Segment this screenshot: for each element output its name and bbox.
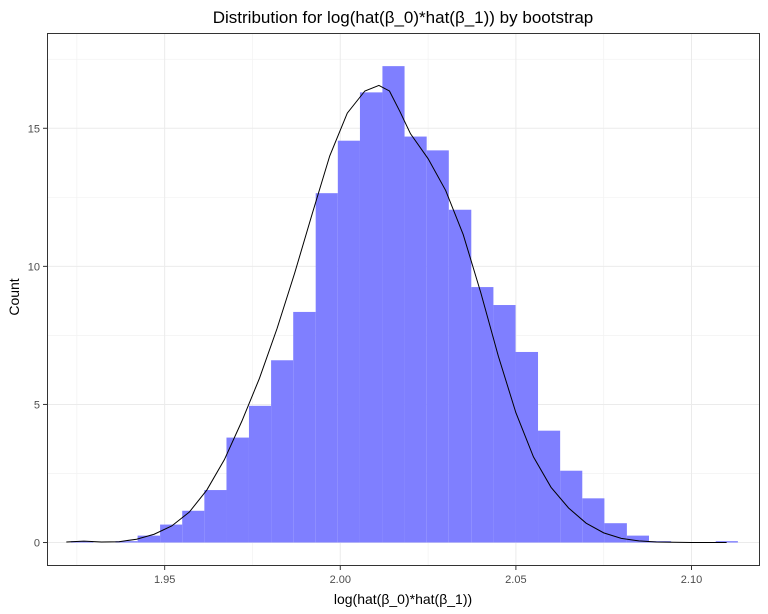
- histogram-bar: [226, 437, 249, 543]
- histogram-bars: [70, 66, 738, 543]
- panel-border: [47, 33, 760, 566]
- histogram-bar: [582, 498, 605, 543]
- histogram-bar: [315, 193, 338, 543]
- x-axis-label: log(hat(β_0)*hat(β_1)): [334, 591, 472, 607]
- y-axis-label: Count: [6, 278, 22, 315]
- histogram-bar: [715, 541, 738, 543]
- x-axis-ticks: 1.95 2.00 2.05 2.10: [154, 566, 702, 586]
- histogram-bar: [448, 209, 472, 543]
- x-tick-label: 1.95: [154, 574, 175, 586]
- x-tick-label: 2.05: [505, 574, 526, 586]
- histogram-bar: [293, 311, 316, 543]
- histogram-bar: [204, 490, 227, 543]
- density-curve: [66, 84, 727, 544]
- histogram-bar: [604, 523, 627, 543]
- histogram-bar: [626, 535, 650, 543]
- histogram-bar: [337, 140, 360, 543]
- histogram-bar: [271, 360, 294, 543]
- chart-title: Distribution for log(hat(β_0)*hat(β_1)) …: [213, 8, 594, 27]
- y-tick-label: 15: [28, 123, 40, 135]
- histogram-bar: [471, 287, 494, 543]
- histogram-bar: [493, 305, 516, 543]
- histogram-bar: [182, 510, 205, 543]
- x-tick-label: 2.10: [681, 574, 702, 586]
- y-axis-ticks: 0 5 10 15: [28, 123, 47, 550]
- histogram-bar: [115, 541, 138, 543]
- histogram-bar: [359, 92, 383, 543]
- histogram-bar: [137, 535, 161, 543]
- histogram-bar: [404, 136, 427, 543]
- y-tick-label: 10: [28, 261, 40, 273]
- histogram-bar: [70, 541, 94, 543]
- y-tick-label: 0: [34, 538, 40, 550]
- histogram-bar: [248, 405, 272, 543]
- histogram-bar: [160, 524, 183, 543]
- histogram-bar: [538, 430, 561, 543]
- histogram-bar: [382, 66, 405, 543]
- y-tick-label: 5: [34, 399, 40, 411]
- histogram-bar: [426, 150, 449, 543]
- histogram-bar: [515, 351, 539, 543]
- x-tick-label: 2.00: [330, 574, 351, 586]
- histogram-bar: [560, 470, 583, 543]
